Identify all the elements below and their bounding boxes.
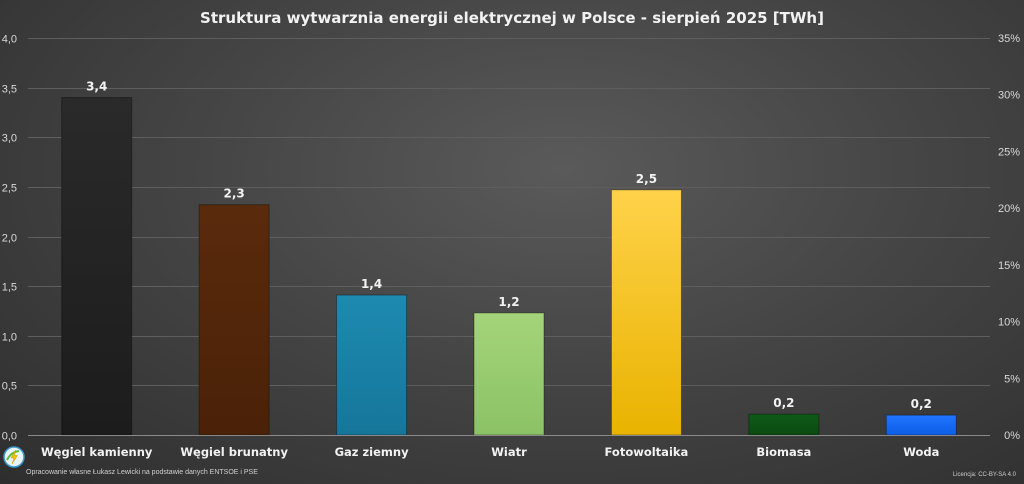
bar-data-label: 2,5 <box>636 172 657 186</box>
x-category-label: Wiatr <box>491 445 527 459</box>
y2-tick-label: 20% <box>998 203 1020 215</box>
x-category-label: Biomasa <box>756 445 811 459</box>
bar <box>336 294 408 436</box>
y2-tick-label: 15% <box>998 260 1020 272</box>
bar-data-label: 0,2 <box>911 397 932 411</box>
x-category-label: Węgiel kamienny <box>41 445 153 459</box>
y2-tick-label: 10% <box>998 317 1020 329</box>
y2-tick-label: 25% <box>998 146 1020 158</box>
x-category-label: Węgiel brunatny <box>180 445 288 459</box>
y-tick-label: 2,0 <box>2 233 17 245</box>
y2-axis-ticks: 0% 5% 10% 15% 20% 25% 30% 35% <box>998 33 1020 442</box>
y-tick-label: 1,0 <box>2 332 17 344</box>
source-credit: Opracowanie własne Łukasz Lewicki na pod… <box>26 469 258 476</box>
bar <box>61 97 133 436</box>
x-category-label: Fotowoltaika <box>605 445 689 459</box>
y2-tick-label: 0% <box>1004 430 1020 442</box>
y-tick-label: 4,0 <box>2 34 17 46</box>
y-tick-label: 3,5 <box>2 84 17 96</box>
bar-data-label: 3,4 <box>86 80 107 94</box>
bar <box>885 414 957 436</box>
bar-data-label: 2,3 <box>224 187 245 201</box>
y2-tick-label: 35% <box>998 33 1020 45</box>
lightning-bolt-icon <box>3 446 25 468</box>
y-tick-label: 1,5 <box>2 282 17 294</box>
category-labels: Węgiel kamienny Węgiel brunatny Gaz ziemny… <box>41 445 939 459</box>
bars <box>61 97 957 436</box>
y-tick-label: 0,5 <box>2 381 17 393</box>
y-tick-label: 3,0 <box>2 133 17 145</box>
bar-data-label: 1,2 <box>498 295 519 309</box>
x-category-label: Woda <box>903 445 939 459</box>
bar-data-label: 1,4 <box>361 277 382 291</box>
y-axis-ticks: 0,0 0,5 1,0 1,5 2,0 2,5 3,0 3,5 4,0 <box>2 34 17 443</box>
y-tick-label: 0,0 <box>2 431 17 443</box>
chart-title: Struktura wytwarznia energii elektryczne… <box>200 9 824 27</box>
bar <box>748 413 820 436</box>
bar <box>198 204 270 436</box>
data-labels: 3,4 2,3 1,4 1,2 2,5 0,2 0,2 <box>86 80 932 412</box>
grid-lines <box>28 38 990 386</box>
license-note: Licencja: CC-BY-SA 4.0 <box>952 472 1016 478</box>
bar-data-label: 0,2 <box>773 396 794 410</box>
x-category-label: Gaz ziemny <box>335 445 410 459</box>
y2-tick-label: 30% <box>998 90 1020 102</box>
bar <box>473 312 545 436</box>
y2-tick-label: 5% <box>1004 373 1020 385</box>
y-tick-label: 2,5 <box>2 183 17 195</box>
bar <box>610 189 682 436</box>
